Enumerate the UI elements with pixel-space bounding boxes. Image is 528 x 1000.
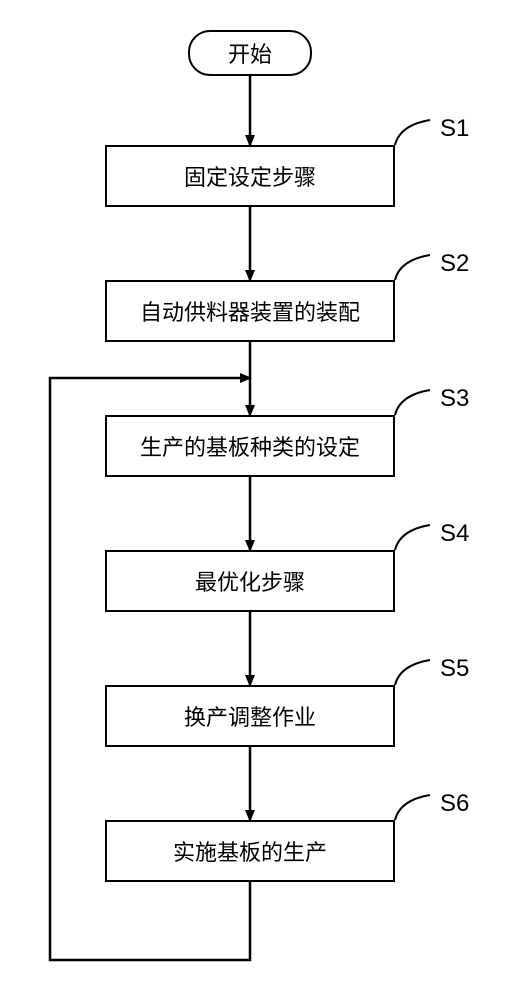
step-id-s3: S3	[440, 385, 469, 413]
step-id-s1: S1	[440, 115, 469, 143]
process-label: 换产调整作业	[184, 700, 316, 732]
process-s2: 自动供料器装置的装配	[105, 280, 395, 342]
process-s3: 生产的基板种类的设定	[105, 415, 395, 477]
process-label: 生产的基板种类的设定	[140, 430, 360, 462]
step-id-s6: S6	[440, 790, 469, 818]
step-id-s2: S2	[440, 250, 469, 278]
process-label: 自动供料器装置的装配	[140, 295, 360, 327]
process-label: 固定设定步骤	[184, 160, 316, 192]
terminator-label: 开始	[228, 37, 272, 69]
process-s1: 固定设定步骤	[105, 145, 395, 207]
flowchart-canvas: 开始 固定设定步骤 S1 自动供料器装置的装配 S2 生产的基板种类的设定 S3 最优化步骤…	[0, 0, 528, 1000]
process-label: 最优化步骤	[195, 565, 305, 597]
process-label: 实施基板的生产	[173, 835, 327, 867]
step-id-s4: S4	[440, 520, 469, 548]
process-s4: 最优化步骤	[105, 550, 395, 612]
process-s5: 换产调整作业	[105, 685, 395, 747]
process-s6: 实施基板的生产	[105, 820, 395, 882]
step-id-s5: S5	[440, 655, 469, 683]
terminator-start: 开始	[188, 30, 312, 76]
